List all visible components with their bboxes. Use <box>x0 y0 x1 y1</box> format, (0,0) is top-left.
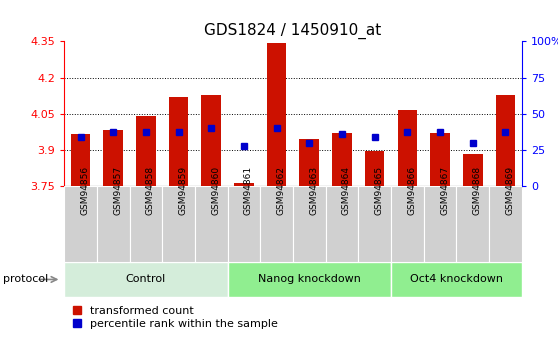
Title: GDS1824 / 1450910_at: GDS1824 / 1450910_at <box>204 22 382 39</box>
Bar <box>267 42 286 186</box>
Bar <box>332 133 352 186</box>
Bar <box>365 151 384 186</box>
Text: GSM94863: GSM94863 <box>309 166 318 215</box>
Text: GSM94859: GSM94859 <box>179 166 187 215</box>
Bar <box>424 186 456 262</box>
Text: GSM94865: GSM94865 <box>374 166 384 215</box>
Text: GSM94856: GSM94856 <box>80 166 89 215</box>
Bar <box>129 186 162 262</box>
Text: GSM94862: GSM94862 <box>277 166 286 215</box>
Bar <box>391 186 424 262</box>
Bar <box>228 262 391 297</box>
Bar <box>326 186 358 262</box>
Bar <box>234 183 254 186</box>
Bar <box>97 186 129 262</box>
Text: GSM94864: GSM94864 <box>342 166 351 215</box>
Text: GSM94857: GSM94857 <box>113 166 122 215</box>
Bar <box>228 186 260 262</box>
Text: Nanog knockdown: Nanog knockdown <box>258 275 360 284</box>
Text: GSM94866: GSM94866 <box>407 166 416 215</box>
Text: GSM94868: GSM94868 <box>473 166 482 215</box>
Legend: transformed count, percentile rank within the sample: transformed count, percentile rank withi… <box>70 302 281 332</box>
Bar <box>456 186 489 262</box>
Bar <box>300 139 319 186</box>
Bar <box>71 134 90 186</box>
Bar <box>463 154 483 186</box>
Text: GSM94860: GSM94860 <box>211 166 220 215</box>
Text: Oct4 knockdown: Oct4 knockdown <box>410 275 503 284</box>
Bar <box>260 186 293 262</box>
Text: protocol: protocol <box>3 275 48 284</box>
Bar <box>391 262 522 297</box>
Bar <box>201 95 221 186</box>
Bar <box>496 95 515 186</box>
Text: GSM94861: GSM94861 <box>244 166 253 215</box>
Bar <box>489 186 522 262</box>
Bar <box>162 186 195 262</box>
Bar <box>64 186 97 262</box>
Bar <box>169 97 189 186</box>
Bar <box>195 186 228 262</box>
Bar <box>430 133 450 186</box>
Bar <box>103 129 123 186</box>
Bar <box>293 186 326 262</box>
Text: GSM94867: GSM94867 <box>440 166 449 215</box>
Bar <box>64 262 228 297</box>
Text: GSM94869: GSM94869 <box>506 166 514 215</box>
Bar <box>136 116 156 186</box>
Bar <box>358 186 391 262</box>
Text: GSM94858: GSM94858 <box>146 166 155 215</box>
Text: Control: Control <box>126 275 166 284</box>
Bar <box>397 110 417 186</box>
